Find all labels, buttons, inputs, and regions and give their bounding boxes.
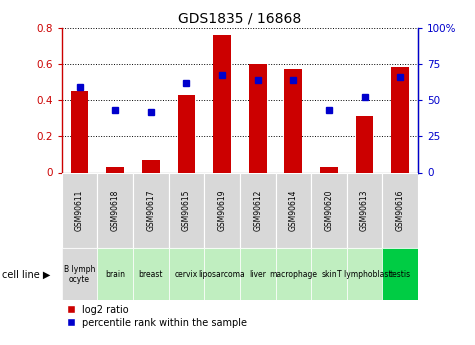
Text: GSM90612: GSM90612: [253, 190, 262, 231]
Bar: [97, 248, 133, 300]
Bar: [178, 95, 195, 172]
Bar: [240, 172, 276, 248]
Text: brain: brain: [105, 270, 125, 279]
Bar: [311, 248, 347, 300]
Bar: [133, 248, 169, 300]
Title: GDS1835 / 16868: GDS1835 / 16868: [178, 11, 302, 25]
Bar: [382, 248, 418, 300]
Bar: [213, 35, 231, 172]
Text: skin: skin: [321, 270, 337, 279]
Bar: [169, 172, 204, 248]
Text: GSM90611: GSM90611: [75, 190, 84, 231]
Bar: [133, 172, 169, 248]
Bar: [204, 172, 240, 248]
Text: GSM90619: GSM90619: [218, 190, 227, 231]
Text: GSM90616: GSM90616: [396, 190, 405, 231]
Bar: [204, 248, 240, 300]
Bar: [106, 167, 124, 172]
Bar: [391, 68, 409, 172]
Text: macrophage: macrophage: [269, 270, 317, 279]
Bar: [356, 116, 373, 172]
Text: cell line ▶: cell line ▶: [2, 269, 51, 279]
Bar: [347, 172, 382, 248]
Text: testis: testis: [390, 270, 411, 279]
Legend: log2 ratio, percentile rank within the sample: log2 ratio, percentile rank within the s…: [66, 305, 247, 328]
Bar: [142, 160, 160, 172]
Text: B lymph
ocyte: B lymph ocyte: [64, 265, 95, 284]
Text: GSM90615: GSM90615: [182, 190, 191, 231]
Text: liposarcoma: liposarcoma: [199, 270, 246, 279]
Text: breast: breast: [139, 270, 163, 279]
Text: cervix: cervix: [175, 270, 198, 279]
Text: GSM90613: GSM90613: [360, 190, 369, 231]
Bar: [62, 172, 97, 248]
Bar: [71, 91, 88, 172]
Text: GSM90614: GSM90614: [289, 190, 298, 231]
Bar: [169, 248, 204, 300]
Text: liver: liver: [249, 270, 266, 279]
Bar: [311, 172, 347, 248]
Bar: [240, 248, 276, 300]
Bar: [62, 248, 97, 300]
Bar: [97, 172, 133, 248]
Text: T lymphoblast: T lymphoblast: [337, 270, 392, 279]
Bar: [320, 167, 338, 172]
Bar: [276, 172, 311, 248]
Bar: [347, 248, 382, 300]
Bar: [285, 69, 302, 172]
Bar: [249, 64, 266, 172]
Bar: [382, 172, 418, 248]
Text: GSM90620: GSM90620: [324, 190, 333, 231]
Bar: [276, 248, 311, 300]
Text: GSM90617: GSM90617: [146, 190, 155, 231]
Text: GSM90618: GSM90618: [111, 190, 120, 231]
